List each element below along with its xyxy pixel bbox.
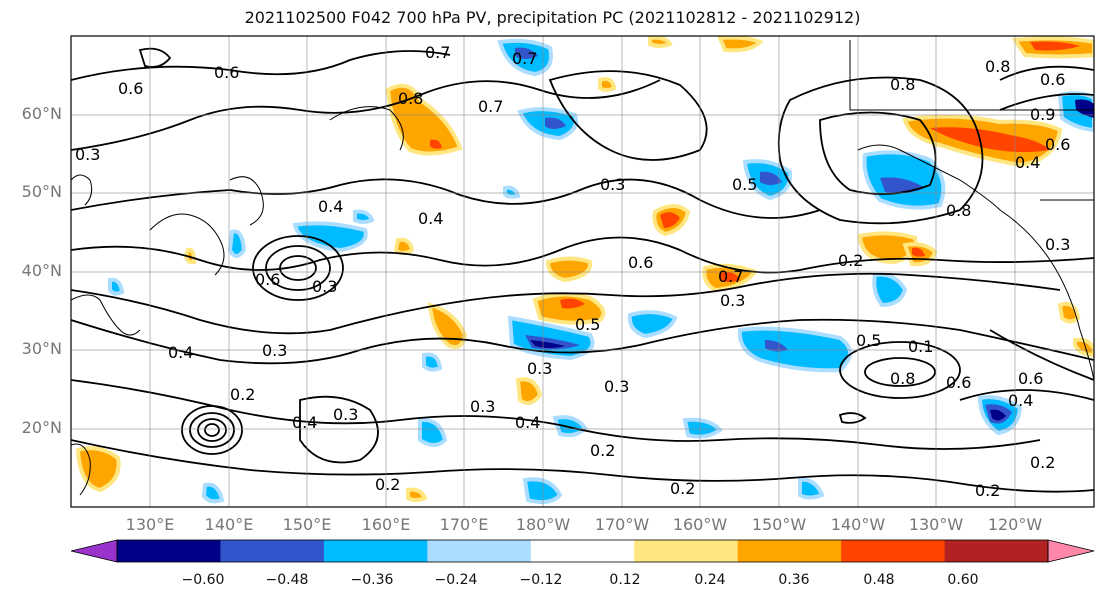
contour-label: 0.3 bbox=[604, 377, 629, 396]
colorbar bbox=[70, 539, 1095, 563]
contour-label: 0.3 bbox=[262, 341, 287, 360]
colorbar-tick-label: 0.12 bbox=[609, 572, 641, 588]
colorbar-tick-label: −0.12 bbox=[519, 572, 563, 588]
lon-label: 120°W bbox=[987, 515, 1043, 534]
contour-label: 0.3 bbox=[720, 291, 745, 310]
lon-label: 130°W bbox=[908, 515, 964, 534]
coastlines bbox=[71, 40, 1094, 496]
contour-label: 0.7 bbox=[718, 267, 743, 286]
colorbar-swatch bbox=[117, 540, 221, 562]
contour-label: 0.2 bbox=[838, 251, 863, 270]
colorbar-tick-label: −0.48 bbox=[265, 572, 309, 588]
colorbar-tick-label: 0.36 bbox=[778, 572, 810, 588]
colorbar-swatch bbox=[220, 540, 325, 562]
contour-label: 0.9 bbox=[1030, 105, 1055, 124]
lon-label: 160°W bbox=[672, 515, 728, 534]
contour-label: 0.8 bbox=[398, 89, 423, 108]
contour-label: 0.8 bbox=[985, 57, 1010, 76]
lat-label: 40°N bbox=[21, 261, 62, 280]
colorbar-swatch bbox=[944, 540, 1049, 562]
contour-label: 0.1 bbox=[908, 337, 933, 356]
lon-label: 180°W bbox=[515, 515, 571, 534]
contour-label: 0.5 bbox=[856, 331, 881, 350]
lat-label: 20°N bbox=[21, 418, 62, 437]
colorbar-tick-label: 0.24 bbox=[694, 572, 726, 588]
contour-label: 0.3 bbox=[312, 277, 337, 296]
contour-label: 0.2 bbox=[230, 385, 255, 404]
lon-label: 160°E bbox=[361, 515, 411, 534]
figure-title: 2021102500 F042 700 hPa PV, precipitatio… bbox=[244, 8, 861, 27]
contour-label: 0.6 bbox=[255, 270, 280, 289]
contour-label-group: 0.6 0.7 0.7 0.8 0.7 0.6 0.4 0.4 0.6 0.3 … bbox=[75, 43, 1070, 500]
contour-label: 0.7 bbox=[478, 97, 503, 116]
colorbar-tick-label: −0.24 bbox=[434, 572, 478, 588]
contour-label: 0.2 bbox=[975, 481, 1000, 500]
colorbar-tick-label: −0.36 bbox=[350, 572, 394, 588]
colorbar-swatch bbox=[530, 540, 635, 562]
contour-label: 0.5 bbox=[575, 315, 600, 334]
colorbar-tick-label: 0.48 bbox=[863, 572, 895, 588]
contour-label: 0.7 bbox=[425, 43, 450, 62]
lon-label: 170°E bbox=[439, 515, 489, 534]
contour-label: 0.8 bbox=[890, 75, 915, 94]
gridlines bbox=[71, 36, 1094, 507]
contour-label: 0.6 bbox=[118, 79, 143, 98]
contour-label: 0.6 bbox=[628, 253, 653, 272]
colorbar-swatch bbox=[841, 540, 946, 562]
contour-label: 0.7 bbox=[512, 49, 537, 68]
contour-label: 0.4 bbox=[515, 413, 540, 432]
plot-frame bbox=[70, 35, 1095, 508]
lat-label: 60°N bbox=[21, 104, 62, 123]
colorbar-swatch bbox=[427, 540, 532, 562]
lat-label: 50°N bbox=[21, 182, 62, 201]
contour-label: 0.4 bbox=[168, 343, 193, 362]
contour-label: 0.4 bbox=[1008, 391, 1033, 410]
colorbar-frame bbox=[116, 539, 1049, 563]
contour-label: 0.4 bbox=[318, 197, 343, 216]
contour-label: 0.4 bbox=[1015, 153, 1040, 172]
contour-label: 0.2 bbox=[670, 479, 695, 498]
lon-label: 150°E bbox=[282, 515, 332, 534]
precipitation-shading bbox=[75, 36, 1094, 505]
lon-label: 140°E bbox=[204, 515, 254, 534]
contour-label: 0.6 bbox=[214, 63, 239, 82]
lat-label: 30°N bbox=[21, 339, 62, 358]
lon-label: 170°W bbox=[594, 515, 650, 534]
contour-label: 0.8 bbox=[946, 201, 971, 220]
contour-label: 0.6 bbox=[946, 373, 971, 392]
contour-label: 0.4 bbox=[418, 209, 443, 228]
contour-label: 0.6 bbox=[1040, 70, 1065, 89]
contour-label: 0.3 bbox=[333, 405, 358, 424]
contour-label: 0.3 bbox=[1045, 235, 1070, 254]
contour-label: 0.6 bbox=[1018, 369, 1043, 388]
colorbar-tick-label: −0.60 bbox=[181, 572, 225, 588]
contour-label: 0.2 bbox=[590, 441, 615, 460]
contour-label: 0.3 bbox=[527, 359, 552, 378]
colorbar-extension-high bbox=[1047, 539, 1095, 563]
contour-label: 0.3 bbox=[600, 175, 625, 194]
contour-label: 0.5 bbox=[732, 175, 757, 194]
colorbar-tick-label: 0.60 bbox=[947, 572, 979, 588]
contour-label: 0.3 bbox=[470, 397, 495, 416]
lon-label: 140°W bbox=[830, 515, 886, 534]
colorbar-swatch bbox=[737, 540, 842, 562]
contour-label: 0.6 bbox=[1045, 135, 1070, 154]
colorbar-swatch bbox=[634, 540, 739, 562]
contour-label: 0.8 bbox=[890, 369, 915, 388]
lon-label: 150°W bbox=[751, 515, 807, 534]
colorbar-swatch bbox=[323, 540, 428, 562]
contour-label: 0.4 bbox=[292, 413, 317, 432]
contour-label: 0.3 bbox=[75, 145, 100, 164]
contour-label: 0.2 bbox=[375, 475, 400, 494]
colorbar-extension-low bbox=[70, 539, 118, 563]
lon-label: 130°E bbox=[125, 515, 175, 534]
contour-label: 0.2 bbox=[1030, 453, 1055, 472]
